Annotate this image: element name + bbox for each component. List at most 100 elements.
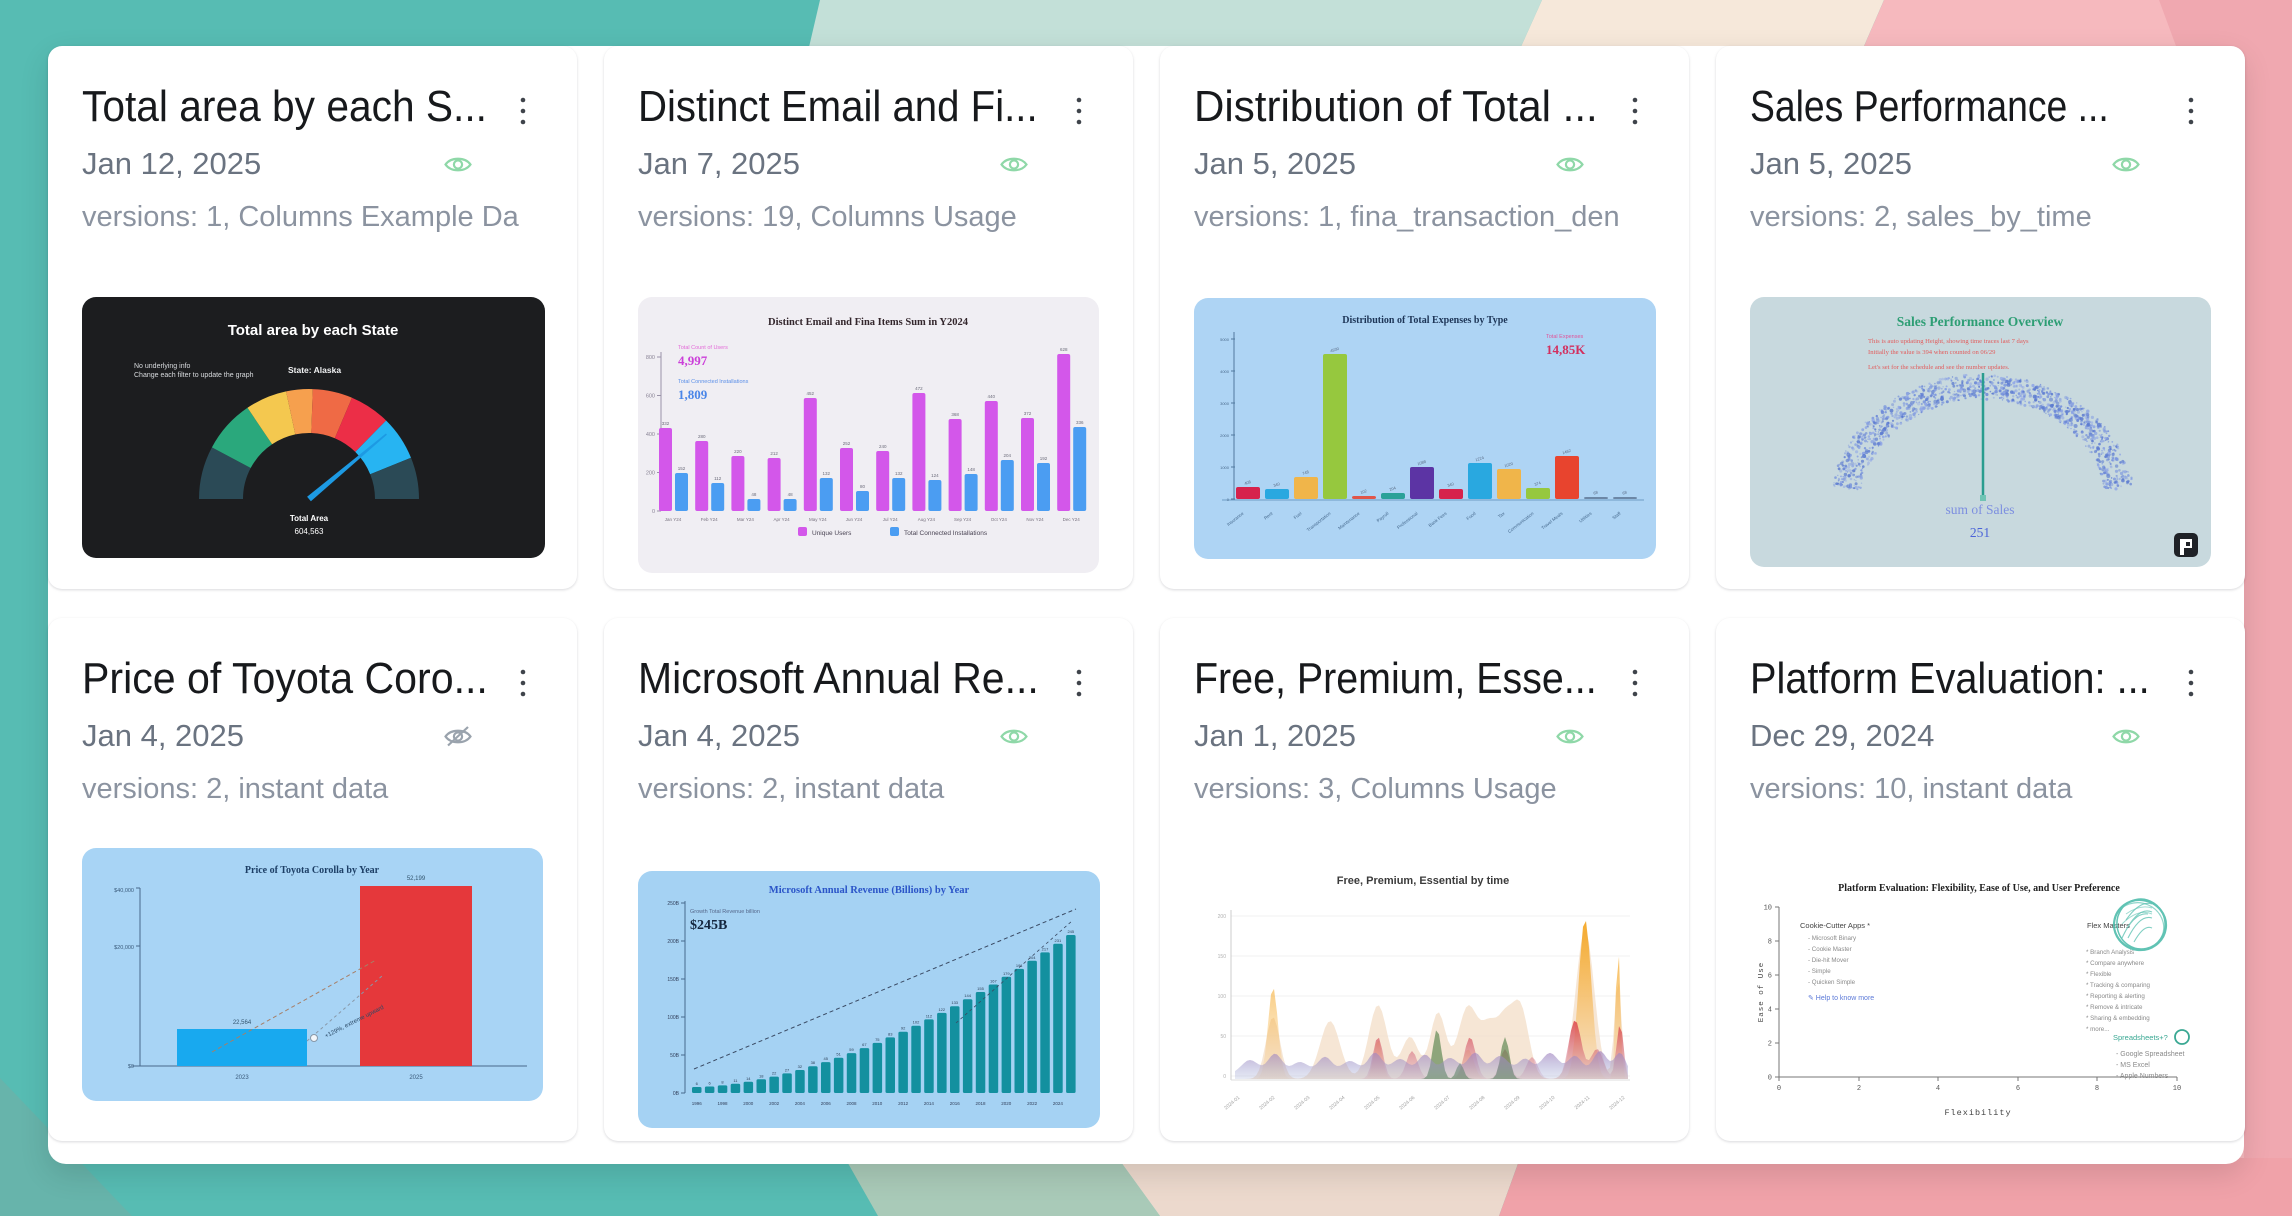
svg-text:204: 204 [1029,955,1036,960]
svg-text:204: 204 [1389,485,1398,492]
svg-text:1000: 1000 [1220,465,1230,470]
svg-text:192: 192 [1040,456,1048,461]
svg-text:Ease of Use: Ease of Use [1758,962,1766,1023]
svg-text:32: 32 [798,1064,803,1069]
svg-text:48: 48 [788,492,794,497]
svg-text:Flex Masters: Flex Masters [2087,921,2130,930]
svg-text:2024-02: 2024-02 [1258,1095,1276,1112]
svg-text:155: 155 [977,986,984,991]
svg-text:No underlying info: No underlying info [134,363,191,370]
svg-text:Dec Y24: Dec Y24 [1063,517,1081,522]
svg-text:4000: 4000 [1220,369,1230,374]
svg-text:Oct Y24: Oct Y24 [991,517,1008,522]
svg-text:600: 600 [646,394,655,400]
svg-text:332: 332 [662,421,670,426]
svg-text:✎ Help to know more: ✎ Help to know more [1808,995,1874,1002]
svg-text:6: 6 [696,1081,699,1086]
svg-text:Spreadsheets+?: Spreadsheets+? [2113,1033,2168,1042]
svg-text:Aug Y24: Aug Y24 [918,517,936,522]
svg-text:2024: 2024 [1053,1101,1064,1106]
svg-text:452: 452 [807,391,815,396]
svg-text:2024-04: 2024-04 [1328,1095,1346,1112]
svg-text:27: 27 [785,1067,790,1072]
svg-text:220: 220 [734,449,742,454]
svg-text:* Tracking & comparing: * Tracking & comparing [2086,982,2151,989]
svg-text:This is auto updating Height,: This is auto updating Height, showing ti… [1868,338,2029,345]
svg-text:Change each filter to update t: Change each filter to update the graph [134,372,254,379]
svg-text:50B: 50B [670,1053,680,1059]
svg-text:Flexibility: Flexibility [1944,1108,2011,1118]
svg-text:68: 68 [1593,489,1600,495]
svg-text:340: 340 [1273,481,1282,488]
svg-text:Jan Y24: Jan Y24 [665,517,682,522]
svg-text:10: 10 [2173,1085,2181,1093]
svg-text:2012: 2012 [898,1101,909,1106]
svg-text:67: 67 [862,1042,867,1047]
svg-text:150: 150 [1218,954,1227,960]
svg-text:Distinct Email and Fina Items: Distinct Email and Fina Items Sum in Y20… [768,317,969,328]
svg-text:122: 122 [938,1007,945,1012]
svg-text:2024-08: 2024-08 [1468,1095,1486,1112]
svg-text:2024-05: 2024-05 [1363,1095,1381,1112]
svg-text:152: 152 [678,466,686,471]
svg-text:Sales Performance Overview: Sales Performance Overview [1897,314,2064,329]
svg-text:0B: 0B [673,1091,680,1097]
svg-text:2024-10: 2024-10 [1538,1095,1556,1112]
svg-text:38: 38 [811,1060,816,1065]
svg-text:200B: 200B [667,939,679,945]
svg-text:22,564: 22,564 [233,1020,252,1026]
svg-text:132: 132 [895,471,903,476]
svg-text:Fuel: Fuel [1293,511,1303,520]
svg-text:52,199: 52,199 [407,876,426,882]
svg-text:251: 251 [1970,525,1990,540]
svg-text:* Sharing & embedding: * Sharing & embedding [2086,1015,2150,1022]
svg-text:112: 112 [714,476,722,481]
svg-text:48: 48 [751,492,757,497]
svg-text:8: 8 [1768,939,1772,947]
svg-text:250B: 250B [667,901,679,907]
svg-text:133: 133 [951,1000,958,1005]
svg-text:0: 0 [1768,1075,1772,1083]
svg-text:368: 368 [951,412,959,417]
svg-text:* Reporting & alerting: * Reporting & alerting [2086,993,2145,1000]
svg-text:$20,000: $20,000 [114,945,134,951]
svg-text:0: 0 [1227,497,1230,502]
svg-text:Unique Users: Unique Users [812,530,852,537]
svg-text:400: 400 [646,432,655,438]
svg-text:Cookie-Cutter Apps *: Cookie-Cutter Apps * [1800,921,1870,930]
svg-text:200: 200 [1218,914,1227,920]
svg-text:3000: 3000 [1220,401,1230,406]
svg-text:Free, Premium, Essential by ti: Free, Premium, Essential by time [1337,875,1509,887]
svg-text:204: 204 [1004,453,1012,458]
svg-text:1998: 1998 [717,1101,728,1106]
svg-text:1224: 1224 [1475,455,1486,463]
svg-text:6: 6 [2016,1085,2020,1093]
svg-text:2024-03: 2024-03 [1293,1095,1311,1112]
svg-text:2000: 2000 [743,1101,754,1106]
svg-text:2010: 2010 [872,1101,883,1106]
svg-text:$245B: $245B [690,918,727,933]
svg-text:112: 112 [926,1013,933,1018]
svg-text:132: 132 [823,471,831,476]
svg-text:83: 83 [888,1031,893,1036]
svg-text:2004: 2004 [795,1101,806,1106]
svg-text:6: 6 [1768,973,1772,981]
svg-text:2022: 2022 [1027,1101,1038,1106]
svg-text:- Google Spreadsheet: - Google Spreadsheet [2116,1051,2185,1058]
svg-text:92: 92 [901,1026,906,1031]
svg-text:Let's set for the schedule and: Let's set for the schedule and see the n… [1868,364,2010,371]
svg-text:sum of Sales: sum of Sales [1946,502,2015,517]
svg-text:2002: 2002 [769,1101,780,1106]
svg-text:22: 22 [772,1071,777,1076]
svg-text:* Branch Analysis: * Branch Analysis [2086,949,2134,956]
svg-text:- Cookie Master: - Cookie Master [1808,946,1852,953]
svg-text:217: 217 [1042,946,1049,951]
svg-text:Apr Y24: Apr Y24 [774,517,791,522]
svg-text:1996: 1996 [692,1101,703,1106]
svg-text:18: 18 [759,1073,764,1078]
svg-text:Price of Toyota Corolla by Yea: Price of Toyota Corolla by Year [245,865,380,876]
svg-text:4: 4 [1936,1085,1940,1093]
svg-text:Nov Y24: Nov Y24 [1026,517,1044,522]
svg-text:0: 0 [652,509,655,515]
svg-text:2014: 2014 [924,1101,935,1106]
